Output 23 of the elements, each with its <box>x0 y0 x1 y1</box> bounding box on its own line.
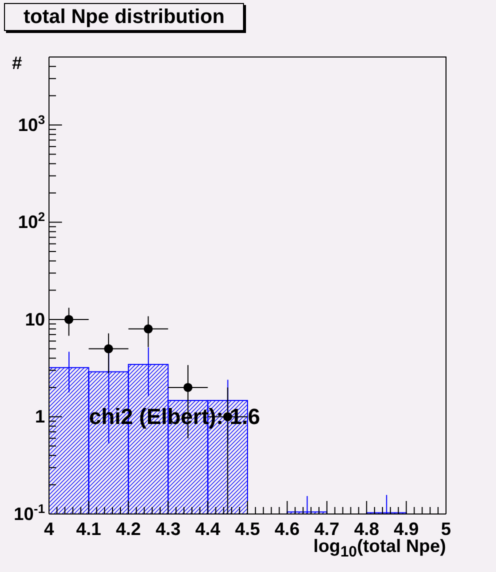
point <box>144 324 153 334</box>
x-tick-label: 5 <box>440 519 452 539</box>
x-tick-label: 4.2 <box>116 519 141 539</box>
y-tick-label: 10$^{2}$ <box>18 210 45 232</box>
x-tick-label: 4.1 <box>76 519 102 539</box>
point <box>104 344 114 354</box>
y-tick-label: 10$^{3}$ <box>18 112 45 135</box>
x-tick-label: 4.7 <box>314 519 340 539</box>
chart-title: total Npe distribution <box>23 6 225 28</box>
y-axis-title: # <box>12 53 22 74</box>
point <box>183 382 192 392</box>
x-tick-label: 4.8 <box>354 519 380 539</box>
x-tick-label: 4.9 <box>394 519 419 539</box>
x-tick-label: 4.6 <box>274 519 300 539</box>
y-tick-label: 10 <box>24 309 45 330</box>
x-tick-label: 4 <box>44 519 54 539</box>
x-tick-label: 4.3 <box>156 519 181 539</box>
point <box>64 314 74 324</box>
x-axis-title: log$_{10}$(total Npe) <box>313 536 446 561</box>
y-tick-label: 10$^{-1}$ <box>14 502 45 524</box>
x-tick-label: 4.5 <box>234 519 260 539</box>
y-tick-label: 1 <box>34 406 45 427</box>
x-tick-label: 4.4 <box>195 519 220 539</box>
